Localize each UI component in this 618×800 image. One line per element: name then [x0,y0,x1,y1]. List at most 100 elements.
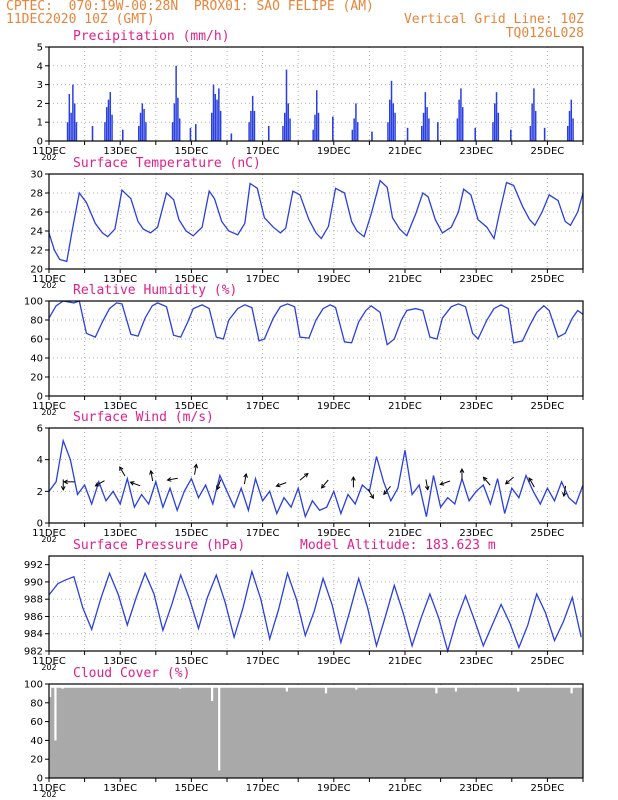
precip-bar [138,125,140,141]
x-tick-label: 11DEC [32,274,66,285]
x-tick-label: 19DEC [317,656,351,667]
y-tick-label: 40 [30,354,43,365]
wind-arrow-head [439,481,445,486]
precip-bar [387,122,389,141]
cloud-cover-dip [355,684,358,690]
y-tick-label: 20 [30,265,43,276]
x-tick-label: 25DEC [531,274,565,285]
x-tick-label: 21DEC [388,401,422,412]
cloud-cover-dip [210,684,214,701]
cloud-cover-area [49,687,583,778]
x-year-label: 202 [41,281,56,290]
x-tick-label: 17DEC [246,146,280,157]
x-tick-label: 15DEC [175,146,209,157]
precip-bar [568,110,571,141]
x-tick-label: 15DEC [175,528,209,539]
x-tick-label: 17DEC [246,401,280,412]
y-tick-label: 100 [24,680,43,691]
precip-bar [332,116,334,141]
precip-bar [424,92,427,141]
x-tick-label: 13DEC [103,146,137,157]
precip-bar [494,103,496,141]
x-tick-label: 13DEC [103,274,137,285]
y-tick-label: 6 [37,424,43,435]
wind-arrow [194,464,197,475]
x-tick-label: 11DEC [32,528,66,539]
header-grid-line: Vertical Grid Line: 10Z [403,12,584,27]
wind-arrow-head [424,485,430,491]
x-tick-label: 13DEC [103,528,137,539]
y-tick-label: 20 [30,755,43,766]
x-tick-label: 19DEC [317,401,351,412]
precip-bar [422,112,425,141]
precip-bar [572,118,574,141]
wind-arrow-head [459,468,465,473]
wind-arrow [243,473,247,485]
wind-arrow [483,476,491,486]
precip-bar [230,133,233,141]
precip-bar [105,107,108,141]
x-tick-label: 25DEC [531,656,565,667]
precip-bar [531,103,533,141]
series-line [48,569,582,654]
wind-arrow-head [119,466,124,471]
y-tick-label: 984 [24,629,43,640]
x-tick-label: 25DEC [531,146,565,157]
precip-bar [104,122,106,141]
y-tick-label: 2 [37,487,43,498]
wind-arrow [216,479,222,490]
wind-arrow-head [216,485,221,491]
precip-bar [495,92,498,141]
precip-bar [351,129,354,141]
x-tick-label: 13DEC [103,401,137,412]
x-tick-label: 23DEC [459,274,493,285]
wind-arrow [321,479,329,489]
series-line [48,179,584,263]
cloud-cover-dip [435,684,438,694]
y-tick-label: 3 [37,80,43,91]
x-tick-label: 21DEC [388,528,422,539]
wind-arrow [440,480,451,486]
y-tick-label: 1 [37,118,43,129]
x-year-label: 202 [41,790,56,799]
precip-bar [253,110,256,141]
precip-bar [316,90,318,141]
precip-bar [91,125,94,141]
y-tick-label: 100 [24,297,43,308]
y-tick-label: 5 [37,43,43,54]
precip-bar [109,92,112,141]
panel-title: Relative Humidity (%) [73,283,237,298]
y-tick-label: 26 [30,208,43,219]
wind-arrow-head [528,477,533,483]
precip-bar [171,122,174,141]
panel-subtitle: Model Altitude: 183.623 m [300,538,496,553]
precip-bar [267,125,270,141]
precip-bar [177,97,179,141]
precip-bar [497,112,500,141]
y-tick-label: 60 [30,717,43,728]
precip-bar [426,107,428,141]
wind-arrow-head [504,479,510,485]
precip-bar [355,103,357,141]
precip-bar [66,122,69,141]
x-tick-label: 15DEC [175,783,209,794]
precip-bar [282,125,284,141]
precip-bar [251,95,254,141]
wind-arrow-head [193,463,199,469]
wind-arrow-head [320,483,326,489]
panel-frame [48,173,584,270]
series-line [48,300,584,346]
x-tick-label: 11DEC [32,146,66,157]
x-tick-label: 11DEC [32,401,66,412]
panel-frame [48,555,584,652]
panel-title: Cloud Cover (%) [73,666,190,681]
panel-title: Precipitation (mm/h) [73,29,230,44]
precip-bar [68,94,71,141]
x-tick-label: 23DEC [459,401,493,412]
wind-arrow [276,482,287,487]
x-tick-label: 13DEC [103,656,137,667]
wind-arrow [505,476,514,485]
header-run-time: 11DEC2020 10Z (GMT) [6,12,155,27]
precip-bar [394,112,396,141]
